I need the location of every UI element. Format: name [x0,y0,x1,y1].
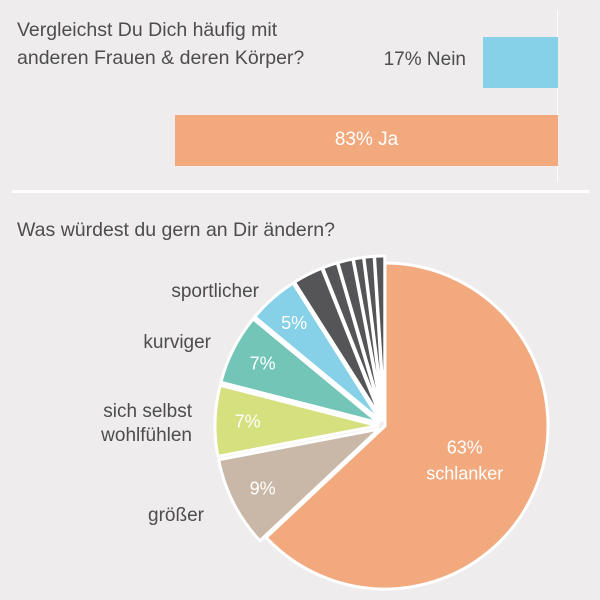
category-label-groesser: größer [148,505,204,526]
pie-slice-sportlicher [253,281,382,423]
pie-label-schlanker: 63% schlanker [426,438,503,484]
category-label-wohlfuehlen: sich selbst wohlfühlen [101,400,192,448]
question-2-title: Was würdest du gern an Dir ändern? [17,219,335,241]
bar-label-nein: 17% Nein [383,49,466,70]
pie-slice-kurviger [219,317,381,425]
bar-ja [175,115,558,166]
bar-nein [483,37,558,88]
pie-slice-other-10 [373,254,387,421]
pie-slice-sich-selbst-wohlfühlen [213,383,380,458]
pie-label-sportlicher: 5% [281,313,307,333]
pie-label-kurviger: 7% [250,354,276,374]
category-label-wohlfuehlen-line1: sich selbst [103,401,192,422]
category-label-kurviger: kurviger [143,332,211,353]
category-label-wohlfuehlen-line2: wohlfühlen [101,425,192,446]
bar-axis-line [557,10,558,182]
category-label-sportlicher: sportlicher [171,281,259,302]
pie-slice-größer [217,427,381,543]
question-1-title: Vergleichst Du Dich häufig mit anderen F… [17,19,305,69]
bar-label-ja: 83% Ja [334,129,399,150]
section-divider [12,190,589,193]
pie-slice-schlanker [264,261,550,591]
pie-label-sich-selbst-wohlfühlen: 7% [235,412,261,432]
pie-label-größer: 9% [250,478,276,498]
